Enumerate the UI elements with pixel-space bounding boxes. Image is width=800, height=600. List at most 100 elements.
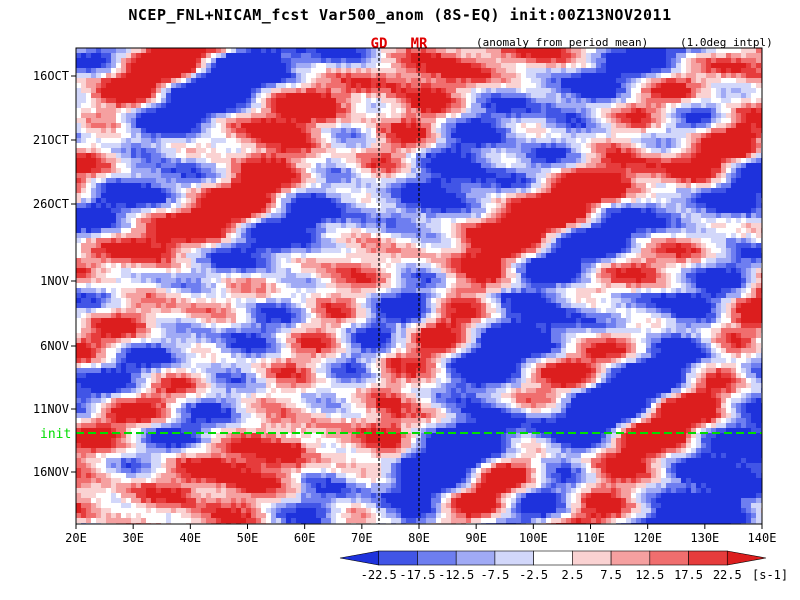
field-cell [626,143,631,148]
field-cell [541,188,546,193]
field-cell [506,198,511,203]
field-cell [166,188,171,193]
field-cell [316,223,321,228]
field-cell [621,88,626,93]
field-cell [171,53,176,58]
field-cell [91,208,96,213]
field-cell [556,128,561,133]
field-cell [621,118,626,123]
field-cell [671,103,676,108]
field-cell [531,228,536,233]
field-cell [296,48,301,53]
field-cell [136,198,141,203]
field-cell [546,173,551,178]
field-cell [656,108,661,113]
field-cell [371,153,376,158]
field-cell [346,183,351,188]
field-cell [191,198,196,203]
field-cell [326,238,331,243]
field-cell [241,83,246,88]
field-cell [401,213,406,218]
field-cell [151,168,156,173]
field-cell [91,88,96,93]
field-cell [481,103,486,108]
field-cell [171,188,176,193]
field-cell [571,223,576,228]
field-cell [161,83,166,88]
field-cell [316,113,321,118]
field-cell [96,53,101,58]
field-cell [671,63,676,68]
field-cell [626,188,631,193]
field-cell [176,53,181,58]
field-cell [676,193,681,198]
field-cell [566,123,571,128]
field-cell [516,233,521,238]
field-cell [641,213,646,218]
field-cell [76,163,81,168]
field-cell [606,93,611,98]
field-cell [226,73,231,78]
field-cell [666,158,671,163]
field-cell [76,233,81,238]
field-cell [526,163,531,168]
field-cell [571,48,576,53]
field-cell [131,178,136,183]
field-cell [176,73,181,78]
field-cell [756,133,761,138]
field-cell [176,58,181,63]
field-cell [446,103,451,108]
field-cell [466,218,471,223]
field-cell [276,98,281,103]
field-cell [566,178,571,183]
field-cell [426,223,431,228]
field-cell [706,123,711,128]
field-cell [716,198,721,203]
field-cell [471,53,476,58]
field-cell [326,228,331,233]
field-cell [126,98,131,103]
field-cell [441,153,446,158]
field-cell [571,118,576,123]
field-cell [156,103,161,108]
field-cell [246,48,251,53]
field-cell [586,228,591,233]
field-cell [276,233,281,238]
field-cell [156,163,161,168]
field-cell [201,48,206,53]
field-cell [176,98,181,103]
field-cell [396,88,401,93]
field-cell [566,68,571,73]
field-cell [241,68,246,73]
field-cell [661,118,666,123]
field-cell [191,208,196,213]
field-cell [96,148,101,153]
field-cell [501,208,506,213]
field-cell [166,223,171,228]
field-cell [91,78,96,83]
field-cell [521,148,526,153]
field-cell [331,48,336,53]
field-cell [566,48,571,53]
field-cell [756,173,761,178]
field-cell [111,108,116,113]
field-cell [476,218,481,223]
field-cell [651,138,656,143]
field-cell [196,198,201,203]
field-cell [291,68,296,73]
field-cell [671,168,676,173]
field-cell [511,48,516,53]
field-cell [111,228,116,233]
field-cell [196,163,201,168]
field-cell [131,73,136,78]
field-cell [386,173,391,178]
field-cell [216,208,221,213]
field-cell [716,173,721,178]
field-cell [306,53,311,58]
field-cell [306,63,311,68]
field-cell [346,98,351,103]
field-cell [146,233,151,238]
field-cell [181,218,186,223]
field-cell [711,58,716,63]
field-cell [736,178,741,183]
